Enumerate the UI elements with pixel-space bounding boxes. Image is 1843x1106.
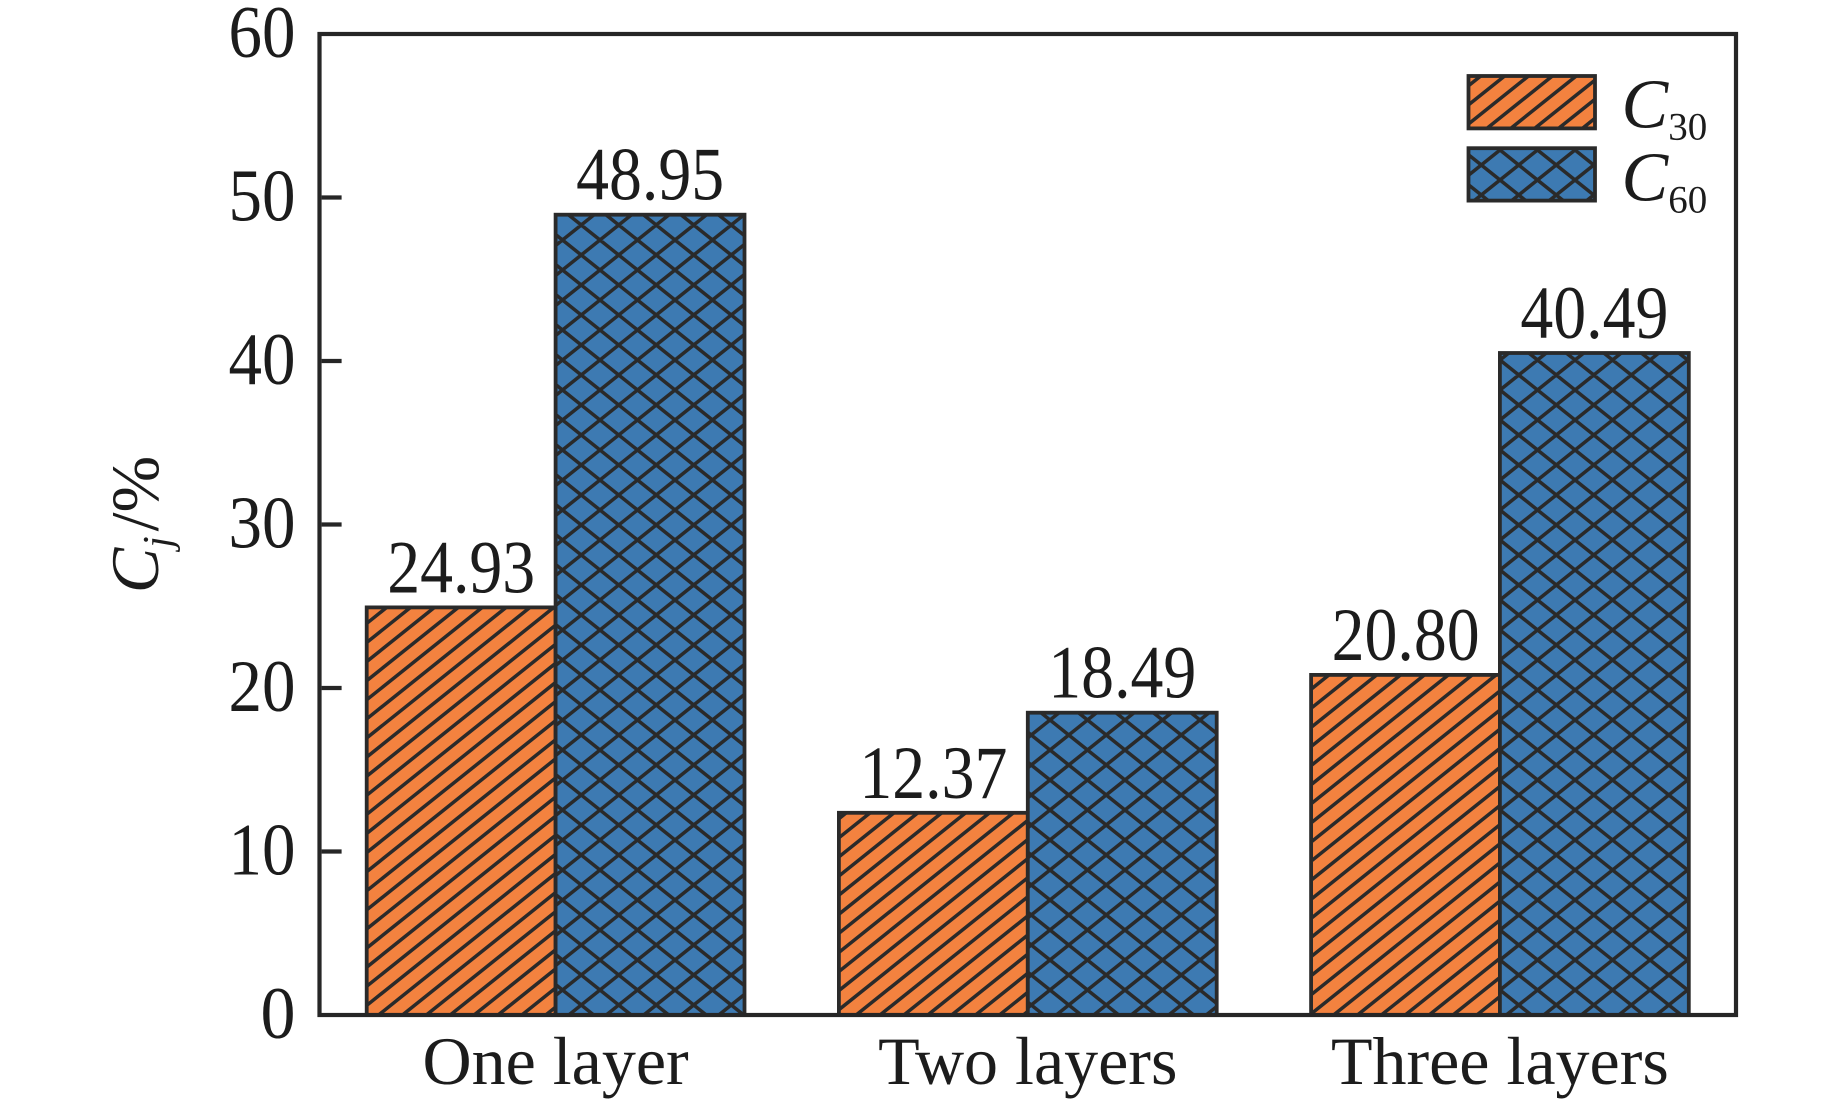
svg-text:18.49: 18.49 — [1048, 632, 1196, 715]
svg-text:Two layers: Two layers — [878, 1023, 1177, 1099]
svg-text:C60: C60 — [1622, 140, 1708, 222]
svg-text:C30: C30 — [1622, 67, 1708, 149]
svg-text:24.93: 24.93 — [387, 526, 535, 609]
svg-text:30: 30 — [229, 483, 296, 565]
svg-text:40: 40 — [229, 319, 296, 401]
svg-text:50: 50 — [229, 156, 296, 238]
svg-text:Cj/%: Cj/% — [97, 456, 180, 593]
svg-text:12.37: 12.37 — [859, 732, 1007, 815]
svg-text:Three layers: Three layers — [1331, 1023, 1669, 1099]
svg-text:48.95: 48.95 — [576, 134, 724, 217]
svg-text:20.80: 20.80 — [1332, 594, 1480, 677]
svg-text:One layer: One layer — [422, 1023, 689, 1099]
svg-text:40.49: 40.49 — [1520, 272, 1668, 355]
svg-text:20: 20 — [229, 646, 296, 728]
svg-text:60: 60 — [229, 0, 296, 74]
svg-text:10: 10 — [229, 810, 296, 892]
svg-text:0: 0 — [261, 973, 296, 1055]
